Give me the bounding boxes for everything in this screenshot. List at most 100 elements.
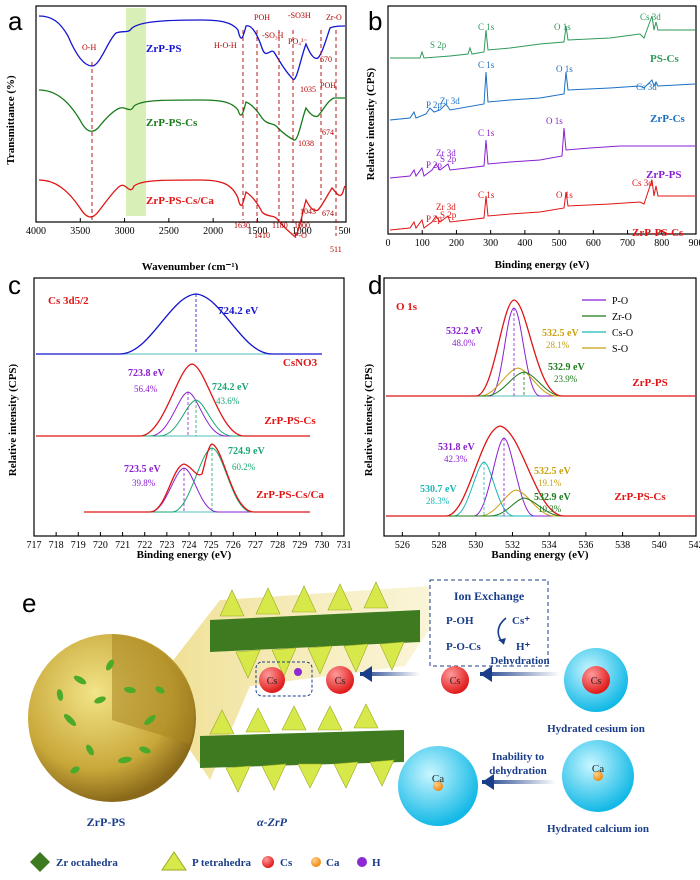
highlight-band [126, 8, 146, 216]
title-c: Cs 3d5/2 [48, 295, 89, 307]
svg-text:1630: 1630 [234, 221, 250, 230]
spectrum-zrp-ps-d [386, 299, 695, 397]
axes-b: 0 100 200 300 400 500 600 700 800 900 [386, 5, 700, 249]
svg-text:Ca: Ca [326, 857, 340, 869]
label-zrp-ps-a: ZrP-PS [146, 43, 181, 55]
panel-label-c: c [8, 270, 21, 300]
zr-octahedra-icon [30, 852, 50, 872]
svg-text:Zr 3d: Zr 3d [436, 148, 456, 158]
svg-text:1038: 1038 [298, 139, 314, 148]
panel-label-a: a [8, 6, 23, 36]
svg-text:Cs 3d: Cs 3d [640, 12, 661, 22]
svg-text:532.9 eV: 532.9 eV [534, 492, 571, 503]
x-tick-label: 719 [71, 540, 86, 551]
spectrum-zrp-ps-cs-d [386, 425, 695, 517]
svg-text:532.5 eV: 532.5 eV [534, 466, 571, 477]
svg-text:S 2p: S 2p [440, 210, 457, 220]
svg-text:P 2p: P 2p [426, 100, 442, 110]
x-tick-label: 528 [432, 540, 447, 551]
peak-label-7242: 724.2 eV [212, 382, 249, 393]
svg-text:Hydrated cesium ion: Hydrated cesium ion [547, 723, 645, 735]
panel-d: d 526 528 530 532 534 536 538 540 542 O 1s P-O Z… [363, 270, 700, 561]
svg-text:H: H [372, 857, 381, 869]
label-zrp-ps-cs-ca-a: ZrP-PS-Cs/Ca [146, 195, 214, 207]
svg-text:C 1s: C 1s [478, 190, 495, 200]
svg-text:O-H: O-H [82, 43, 96, 52]
spectrum-zrp-ps-cs-ca [84, 443, 310, 513]
panel-label-d: d [368, 270, 382, 300]
svg-text:531.8 eV: 531.8 eV [438, 442, 475, 453]
x-tick-label: 722 [137, 540, 152, 551]
x-tick-label: 726 [226, 540, 241, 551]
ylabel-b: Relative intensity (CPS) [365, 67, 377, 180]
x-tick-label: 500 [552, 238, 567, 249]
curve-zrp-ps-cs [38, 89, 345, 141]
svg-text:P-O-Cs: P-O-Cs [446, 641, 482, 653]
x-tick-label: 300 [483, 238, 498, 249]
label-zrp-ps-d: ZrP-PS [632, 377, 667, 389]
ylabel-c: Relative intensity (CPS) [7, 363, 19, 476]
svg-text:530.7 eV: 530.7 eV [420, 484, 457, 495]
x-tick-label: 0 [386, 238, 391, 249]
panel-c: c 717 718 719 720 721 722 723 724 725 726 727 728 72… [7, 270, 351, 561]
peak-label-7235: 723.5 eV [124, 464, 161, 475]
legend-b: PS-Cs ZrP-Cs ZrP-PS ZrP-PS-Cs [632, 53, 686, 239]
peak-label-7238: 723.8 eV [128, 368, 165, 379]
title-d: O 1s [396, 301, 418, 313]
svg-text:1035: 1035 [300, 85, 316, 94]
svg-text:ZrP-PS-Cs: ZrP-PS-Cs [632, 227, 684, 239]
plot-frame [383, 277, 697, 537]
svg-text:1410: 1410 [254, 231, 270, 240]
zrp-ps-sphere [28, 634, 196, 802]
label-zrp-ps-cs-ca-c: ZrP-PS-Cs/Ca [256, 489, 324, 501]
spectrum-zrp-ps-cs [36, 363, 310, 437]
label-zrp-ps-cs-d: ZrP-PS-Cs [614, 491, 666, 503]
pct-7235: 39.8% [132, 478, 156, 488]
panel-label-b: b [368, 6, 382, 36]
x-tick-label: 720 [93, 540, 108, 551]
svg-text:Cs: Cs [335, 676, 346, 687]
svg-text:P-OH: P-OH [446, 615, 474, 627]
x-tick-label: 600 [586, 238, 601, 249]
svg-text:Cs: Cs [280, 857, 293, 869]
panel-e: e [22, 579, 649, 872]
svg-text:511: 511 [330, 245, 342, 254]
svg-text:PO₄³⁻: PO₄³⁻ [288, 37, 308, 46]
svg-text:Ion Exchange: Ion Exchange [454, 589, 525, 603]
svg-text:S 2p: S 2p [440, 154, 457, 164]
svg-text:P 2p: P 2p [426, 160, 442, 170]
xps-zrp-ps-cs [389, 179, 695, 231]
label-zrp-ps-cs-a: ZrP-PS-Cs [146, 117, 198, 129]
x-tick-label: 731 [337, 540, 351, 551]
xps-zrp-ps [389, 127, 695, 179]
svg-text:ZrP-PS: ZrP-PS [646, 169, 681, 181]
zrp-layer-upper [210, 581, 420, 679]
svg-text:Dehydration: Dehydration [490, 655, 549, 667]
x-tick-label: 540 [652, 540, 667, 551]
x-tick-label: 1500 [247, 226, 267, 237]
svg-text:O 1s: O 1s [546, 116, 563, 126]
axes-a: 4000 3500 3000 2500 2000 1500 1000 500 [26, 5, 350, 237]
x-tick-label: 728 [270, 540, 285, 551]
curve-zrp-ps [38, 15, 346, 81]
x-tick-label: 536 [578, 540, 593, 551]
legend-e: Zr octahedra P tetrahedra Cs Ca H [30, 851, 381, 872]
svg-text:1000: 1000 [294, 221, 310, 230]
zrp-layer-lower [200, 703, 404, 793]
xps-zrp-cs [389, 71, 696, 121]
svg-text:C 1s: C 1s [478, 60, 495, 70]
svg-text:Cs⁺: Cs⁺ [512, 615, 530, 627]
x-tick-label: 532 [505, 540, 520, 551]
x-tick-label: 3500 [70, 226, 90, 237]
svg-text:Ca: Ca [592, 763, 604, 775]
x-tick-label: 717 [27, 540, 42, 551]
svg-text:PS-Cs: PS-Cs [650, 53, 679, 65]
annotations-a: O-H H-O-H POH -SO₃H -SO3H PO₄³⁻ Zr-O 670… [82, 11, 342, 254]
x-tick-label: 530 [468, 540, 483, 551]
svg-text:28.3%: 28.3% [426, 496, 450, 506]
legend-d: P-O Zr-O Cs-O S-O [582, 296, 633, 355]
svg-text:532.9 eV: 532.9 eV [548, 362, 585, 373]
svg-text:670: 670 [320, 55, 332, 64]
panel-a: a 4000 3500 3000 2500 2000 1500 1000 500 ZrP-PS… [5, 5, 350, 270]
svg-text:Cs: Cs [267, 676, 278, 687]
